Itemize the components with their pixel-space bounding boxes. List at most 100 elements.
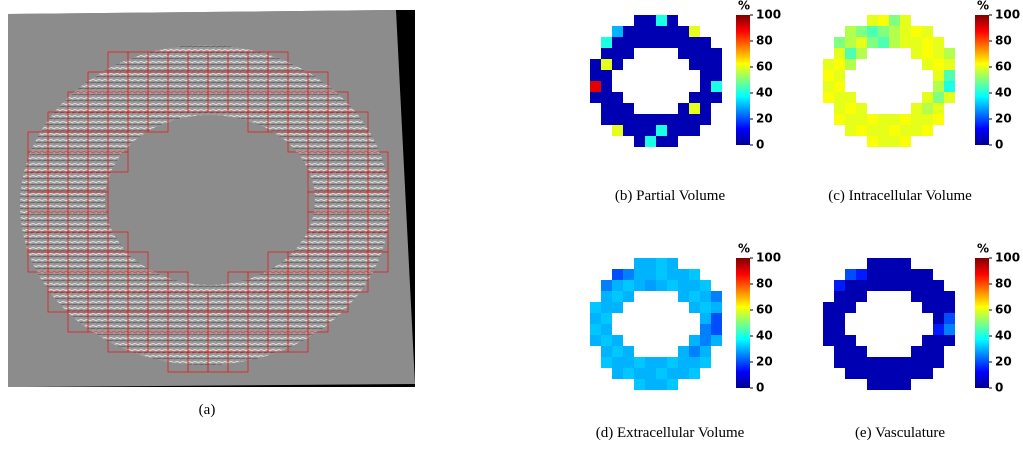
heatmap-cell: [700, 37, 711, 48]
colorbar-tick-label: 100: [756, 8, 781, 22]
heatmap-cell: [711, 59, 722, 70]
microscopy-image: [8, 10, 415, 387]
heatmap-cell: [933, 302, 944, 313]
heatmap-cell: [845, 357, 856, 368]
colorbar: [736, 15, 750, 145]
heatmap-cell: [634, 26, 645, 37]
heatmap-cell: [856, 26, 867, 37]
heatmap-cell: [856, 48, 867, 59]
heatmap-cell: [700, 103, 711, 114]
heatmap-cell: [700, 302, 711, 313]
heatmap-cell: [623, 346, 634, 357]
heatmap-cell: [645, 125, 656, 136]
heatmap-cell: [933, 280, 944, 291]
colorbar-tick-label: 40: [756, 86, 773, 100]
heatmap-cell: [612, 26, 623, 37]
heatmap-cell: [867, 136, 878, 147]
heatmap-cell: [689, 291, 700, 302]
heatmap-cell: [944, 291, 955, 302]
heatmap-cell: [612, 291, 623, 302]
caption: (a): [199, 402, 216, 418]
heatmap-cell: [911, 37, 922, 48]
heatmap-cell: [867, 258, 878, 269]
heatmap-cell: [823, 70, 834, 81]
heatmap-cell: [634, 280, 645, 291]
heatmap-cell: [889, 280, 900, 291]
heatmap-cell: [645, 15, 656, 26]
heatmap-cell: [612, 103, 623, 114]
heatmap-cell: [823, 335, 834, 346]
heatmap-cell: [922, 59, 933, 70]
heatmap-cell: [656, 269, 667, 280]
heatmap-cell: [656, 280, 667, 291]
heatmap-cell: [922, 302, 933, 313]
heatmap-cell: [590, 92, 601, 103]
heatmap-cell: [911, 291, 922, 302]
heatmap-cell: [922, 103, 933, 114]
heatmap-cell: [656, 136, 667, 147]
heatmap-cell: [834, 59, 845, 70]
heatmap-cell: [645, 280, 656, 291]
heatmap-cell: [689, 368, 700, 379]
heatmap-cell: [845, 48, 856, 59]
heatmap-cell: [900, 379, 911, 390]
heatmap-cell: [933, 335, 944, 346]
heatmap-cell: [623, 291, 634, 302]
heatmap-cell: [889, 15, 900, 26]
heatmap-cell: [889, 136, 900, 147]
heatmap-cell: [601, 313, 612, 324]
colorbar-tick-label: 80: [995, 277, 1012, 291]
heatmap-cell: [711, 81, 722, 92]
heatmap-cell: [845, 125, 856, 136]
heatmap-cell: [667, 357, 678, 368]
heatmap-cell: [911, 114, 922, 125]
heatmap-cell: [689, 357, 700, 368]
heatmap-cell: [845, 291, 856, 302]
heatmap-cell: [878, 125, 889, 136]
heatmap-cell: [922, 48, 933, 59]
heatmap-cell: [944, 92, 955, 103]
heatmap-cell: [944, 313, 955, 324]
heatmap-cell: [700, 346, 711, 357]
heatmap-cell: [711, 302, 722, 313]
heatmap-cell: [656, 26, 667, 37]
heatmap-cell: [601, 291, 612, 302]
colorbar-tick-label: 40: [756, 329, 773, 343]
colorbar-label: %: [977, 242, 989, 256]
heatmap-cell: [878, 258, 889, 269]
heatmap-cell: [700, 48, 711, 59]
heatmap-cell: [689, 26, 700, 37]
heatmap-cell: [845, 346, 856, 357]
heatmap-cell: [867, 125, 878, 136]
heatmap-cell: [845, 269, 856, 280]
colorbar-tick-label: 20: [756, 355, 773, 369]
heatmap-cell: [878, 15, 889, 26]
heatmap-cell: [601, 92, 612, 103]
heatmap-cell: [634, 15, 645, 26]
heatmap-cell: [845, 302, 856, 313]
heatmap-cell: [689, 280, 700, 291]
heatmap-cell: [623, 125, 634, 136]
heatmap-cell: [667, 125, 678, 136]
heatmap-cell: [933, 357, 944, 368]
colorbar-tick-label: 100: [756, 251, 781, 265]
page: {"figure": { "panel_a": {"caption": "(a)…: [0, 0, 1023, 456]
heatmap-cell: [944, 70, 955, 81]
heatmap-cell: [678, 26, 689, 37]
heatmap-cell: [933, 59, 944, 70]
heatmap-cell: [601, 335, 612, 346]
colorbar-tick-label: 40: [995, 86, 1012, 100]
heatmap-cell: [933, 92, 944, 103]
heatmap-cell: [667, 114, 678, 125]
heatmap-cell: [612, 92, 623, 103]
heatmap-cell: [645, 37, 656, 48]
heatmap-cell: [590, 81, 601, 92]
colorbar-tick-label: 80: [756, 34, 773, 48]
heatmap-cell: [700, 313, 711, 324]
caption: (d) Extracellular Volume: [596, 425, 745, 441]
heatmap-cell: [612, 59, 623, 70]
heatmap-cell: [911, 48, 922, 59]
heatmap-cell: [678, 291, 689, 302]
heatmap-cell: [878, 280, 889, 291]
heatmap-cell: [601, 357, 612, 368]
